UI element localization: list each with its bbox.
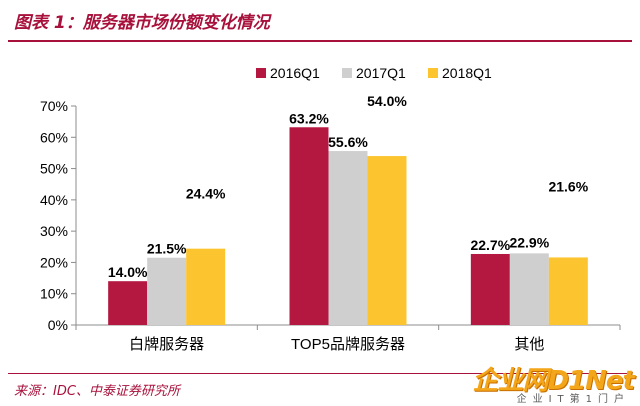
y-tick-label: 20% <box>40 254 68 270</box>
y-tick-label: 30% <box>40 223 68 239</box>
chart-title: 图表 1：服务器市场份额变化情况 <box>14 13 270 33</box>
legend-swatch <box>428 68 438 78</box>
title-divider <box>8 40 632 42</box>
data-label: 54.0% <box>367 93 407 109</box>
y-tick-label: 70% <box>40 98 68 114</box>
x-category-label: 其他 <box>514 336 544 353</box>
bar-2016Q1-0 <box>108 281 148 325</box>
data-label: 24.4% <box>186 186 226 202</box>
data-label: 21.6% <box>548 178 588 194</box>
data-label: 55.6% <box>328 134 368 150</box>
x-category-label: 白牌服务器 <box>129 336 204 353</box>
y-tick-label: 40% <box>40 192 68 208</box>
legend-swatch <box>256 68 266 78</box>
bar-2017Q1-1 <box>328 151 368 325</box>
data-label: 14.0% <box>108 264 148 280</box>
watermark-logo-text: 企业网D1Net <box>472 366 635 396</box>
data-label: 22.7% <box>470 237 510 253</box>
x-category-label: TOP5品牌服务器 <box>291 336 405 353</box>
bar-2018Q1-2 <box>548 257 588 325</box>
bar-2016Q1-1 <box>289 127 329 325</box>
legend-label: 2018Q1 <box>442 65 492 81</box>
bar-2018Q1-1 <box>367 156 407 325</box>
legend-swatch <box>342 68 352 78</box>
bar-2018Q1-0 <box>186 248 226 325</box>
bar-2016Q1-2 <box>470 253 510 325</box>
y-tick-label: 50% <box>40 161 68 177</box>
source-note: 来源：IDC、中泰证券研究所 <box>14 384 180 399</box>
chart-legend: 2016Q1 2017Q1 2018Q1 <box>256 65 492 81</box>
chart-bars <box>108 127 588 325</box>
watermark-logo: 企业网D1Net 企业IT第1门户 <box>434 360 635 406</box>
chart-data-labels: 14.0% 21.5% 24.4% 63.2% 55.6% 54.0% 22.7% 22.9%… <box>108 93 589 280</box>
bar-chart: 0%10%20%30%40%50%60%70%白牌服务器 TOP5品牌服务器 其他 … <box>40 65 621 353</box>
data-label: 21.5% <box>147 241 187 257</box>
footer-divider <box>8 373 632 374</box>
data-label: 63.2% <box>289 110 329 126</box>
legend-label: 2016Q1 <box>270 65 320 81</box>
y-tick-label: 10% <box>40 286 68 302</box>
y-tick-label: 60% <box>40 129 68 145</box>
y-tick-label: 0% <box>48 317 68 333</box>
watermark-tagline: 企业IT第1门户 <box>516 394 630 405</box>
bar-2017Q1-2 <box>509 253 549 325</box>
data-label: 22.9% <box>509 234 549 250</box>
legend-label: 2017Q1 <box>356 65 406 81</box>
bar-2017Q1-0 <box>147 257 187 325</box>
